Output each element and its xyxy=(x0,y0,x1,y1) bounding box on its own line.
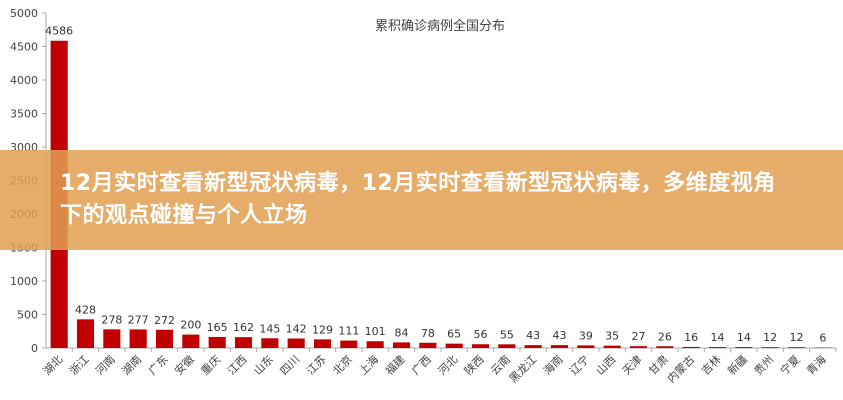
data-label: 145 xyxy=(259,322,280,335)
data-label: 14 xyxy=(737,331,751,344)
y-tick-label: 500 xyxy=(17,309,38,322)
bar-云南 xyxy=(498,344,516,348)
x-tick-label: 河北 xyxy=(436,353,461,378)
x-tick-label: 广西 xyxy=(409,353,434,378)
bar-辽宁 xyxy=(577,345,595,348)
y-tick-label: 0 xyxy=(31,342,38,355)
data-label: 129 xyxy=(312,323,333,336)
bar-河北 xyxy=(445,343,463,348)
bar-江苏 xyxy=(313,339,332,348)
x-tick-label: 湖北 xyxy=(41,353,66,378)
headline-banner: 12月实时查看新型冠状病毒，12月实时查看新型冠状病毒，多维度视角下的观点碰撞与… xyxy=(0,150,843,250)
data-label: 101 xyxy=(365,325,386,338)
bar-福建 xyxy=(392,342,411,348)
data-label: 78 xyxy=(421,327,435,340)
x-tick-label: 四川 xyxy=(278,353,303,378)
x-tick-label: 河南 xyxy=(93,353,118,378)
data-label: 162 xyxy=(233,321,254,334)
bar-内蒙古 xyxy=(682,346,700,348)
x-tick-label: 内蒙古 xyxy=(664,352,697,385)
y-tick-label: 4500 xyxy=(10,41,38,54)
headline-title: 12月实时查看新型冠状病毒，12月实时查看新型冠状病毒，多维度视角下的观点碰撞与… xyxy=(60,171,776,228)
bar-广西 xyxy=(419,342,437,348)
data-label: 428 xyxy=(75,303,96,316)
bar-江西 xyxy=(234,337,253,348)
bar-山西 xyxy=(603,345,621,348)
x-tick-label: 贵州 xyxy=(752,353,777,378)
data-label: 39 xyxy=(579,329,593,342)
x-tick-label: 辽宁 xyxy=(566,352,591,377)
bar-北京 xyxy=(340,340,358,348)
data-label: 56 xyxy=(474,328,488,341)
bar-宁夏 xyxy=(787,347,806,348)
x-tick-label: 江苏 xyxy=(304,353,329,378)
data-label: 200 xyxy=(180,319,201,332)
chart-title: 累积确诊病例全国分布 xyxy=(375,18,505,34)
bar-新疆 xyxy=(735,347,753,348)
data-label: 12 xyxy=(790,331,804,344)
bar-安徽 xyxy=(182,334,200,348)
data-label: 55 xyxy=(500,328,514,341)
data-label: 277 xyxy=(128,313,149,326)
bar-河南 xyxy=(103,329,121,348)
x-tick-label: 新疆 xyxy=(724,352,749,377)
x-tick-label: 湖南 xyxy=(120,353,145,378)
x-tick-label: 海南 xyxy=(540,352,565,377)
x-tick-label: 山东 xyxy=(251,353,276,378)
data-label: 165 xyxy=(207,321,228,334)
x-tick-label: 吉林 xyxy=(698,352,723,377)
y-tick-label: 5000 xyxy=(10,7,38,20)
bar-重庆 xyxy=(208,336,226,348)
bar-天津 xyxy=(629,346,648,348)
data-label: 12 xyxy=(763,331,777,344)
x-tick-label: 重庆 xyxy=(198,352,223,377)
data-label: 43 xyxy=(553,329,567,342)
data-label: 4586 xyxy=(45,25,73,38)
data-label: 111 xyxy=(338,325,359,338)
x-tick-label: 天津 xyxy=(620,353,645,378)
data-label: 26 xyxy=(658,330,672,343)
y-tick-label: 4000 xyxy=(10,74,38,87)
data-label: 65 xyxy=(447,328,461,341)
bar-四川 xyxy=(287,338,305,348)
x-tick-label: 安徽 xyxy=(171,352,196,377)
y-tick-label: 3500 xyxy=(10,108,38,121)
data-label: 27 xyxy=(632,330,646,343)
x-tick-label: 浙江 xyxy=(67,353,92,378)
data-label: 14 xyxy=(711,331,725,344)
bar-浙江 xyxy=(76,319,95,348)
bar-陕西 xyxy=(471,344,490,348)
data-label: 16 xyxy=(684,331,698,344)
x-tick-label: 福建 xyxy=(382,352,407,377)
bar-甘肃 xyxy=(656,346,674,348)
bar-广东 xyxy=(155,329,174,348)
bar-海南 xyxy=(550,345,569,348)
data-label: 35 xyxy=(605,330,619,343)
bar-黑龙江 xyxy=(524,345,542,348)
x-tick-label: 北京 xyxy=(329,352,354,377)
bar-山东 xyxy=(261,338,279,348)
data-label: 142 xyxy=(286,322,307,335)
x-tick-label: 江西 xyxy=(225,353,250,378)
x-tick-label: 山西 xyxy=(594,353,619,378)
x-tick-label: 黑龙江 xyxy=(507,353,540,386)
bar-吉林 xyxy=(708,347,727,348)
x-tick-label: 上海 xyxy=(356,352,381,377)
x-tick-label: 陕西 xyxy=(461,352,486,377)
x-tick-label: 青海 xyxy=(803,352,828,377)
bar-贵州 xyxy=(761,347,779,348)
x-tick-label: 广东 xyxy=(146,353,171,378)
data-label: 84 xyxy=(395,326,409,339)
data-label: 6 xyxy=(819,332,826,345)
y-tick-label: 1000 xyxy=(10,275,38,288)
x-tick-label: 宁夏 xyxy=(777,352,802,377)
data-label: 272 xyxy=(154,314,175,327)
bar-上海 xyxy=(366,341,384,348)
data-label: 278 xyxy=(101,313,122,326)
data-label: 43 xyxy=(526,329,540,342)
bar-湖南 xyxy=(129,329,147,348)
